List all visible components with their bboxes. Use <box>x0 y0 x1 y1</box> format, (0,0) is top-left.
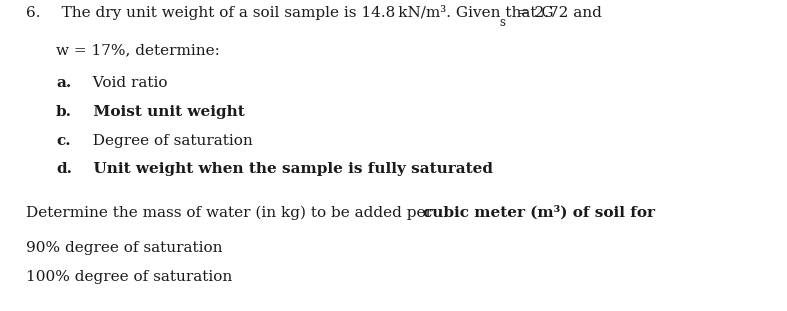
Text: w = 17%, determine:: w = 17%, determine: <box>56 43 220 57</box>
Text: Determine the mass of water (in kg) to be added per: Determine the mass of water (in kg) to b… <box>26 205 438 220</box>
Text: = 2.72 and: = 2.72 and <box>512 6 602 20</box>
Text: Unit weight when the sample is fully saturated: Unit weight when the sample is fully sat… <box>83 162 493 176</box>
Text: 100% degree of saturation: 100% degree of saturation <box>26 270 232 284</box>
Text: c.: c. <box>56 134 71 148</box>
Text: a.: a. <box>56 76 71 90</box>
Text: s: s <box>499 16 505 29</box>
Text: Degree of saturation: Degree of saturation <box>83 134 253 148</box>
Text: cubic meter (m³) of soil for: cubic meter (m³) of soil for <box>423 205 656 220</box>
Text: 6.: 6. <box>26 6 40 20</box>
Text: d.: d. <box>56 162 72 176</box>
Text: 90% degree of saturation: 90% degree of saturation <box>26 241 223 255</box>
Text: Moist unit weight: Moist unit weight <box>83 105 245 119</box>
Text: b.: b. <box>56 105 72 119</box>
Text: The dry unit weight of a soil sample is 14.8 kN/m³. Given that G: The dry unit weight of a soil sample is … <box>47 5 554 20</box>
Text: Void ratio: Void ratio <box>83 76 167 90</box>
